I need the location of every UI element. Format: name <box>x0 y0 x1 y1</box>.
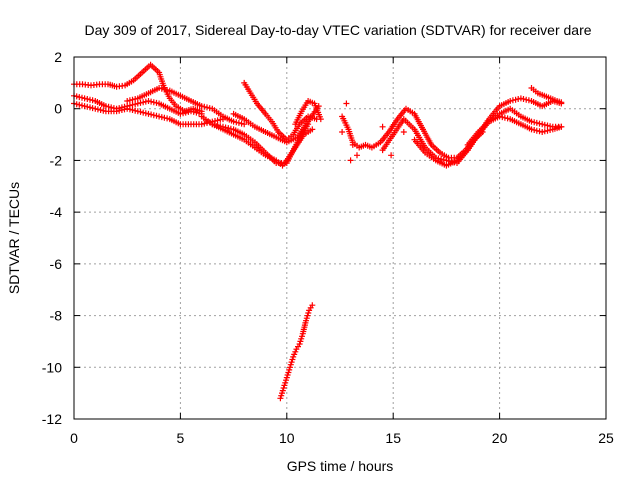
data-point <box>84 96 91 102</box>
data-point <box>124 105 131 112</box>
data-point <box>124 98 131 104</box>
y-tick-label: -6 <box>50 256 63 272</box>
data-point <box>97 107 104 113</box>
data-point <box>536 128 543 135</box>
data-point <box>241 121 248 128</box>
y-tick-label: -12 <box>42 411 62 427</box>
data-point <box>116 107 123 114</box>
x-axis-label: GPS time / hours <box>287 458 394 474</box>
x-tick-label: 25 <box>598 430 614 446</box>
data-point <box>339 129 346 135</box>
x-tick-label: 20 <box>492 430 508 446</box>
data-point <box>89 97 96 104</box>
data-point <box>177 110 184 117</box>
data-point <box>201 120 208 127</box>
y-tick-label: -10 <box>42 359 62 375</box>
data-point <box>400 129 407 135</box>
data-point <box>547 123 554 130</box>
x-tick-label: 10 <box>279 430 295 446</box>
x-tick-label: 5 <box>177 430 185 446</box>
x-tick-label: 15 <box>385 430 401 446</box>
chart-title: Day 309 of 2017, Sidereal Day-to-day VTE… <box>84 22 591 38</box>
data-point <box>379 123 386 130</box>
y-tick-label: 2 <box>54 49 62 65</box>
data-point <box>164 115 171 122</box>
data-point <box>235 119 242 126</box>
data-point <box>156 85 163 91</box>
y-tick-label: -8 <box>50 308 63 324</box>
data-point <box>214 117 221 124</box>
data-point <box>528 118 535 125</box>
data-point <box>150 112 157 119</box>
data-point <box>148 98 155 105</box>
data-point <box>137 108 144 115</box>
data-point <box>76 101 83 108</box>
data-point <box>523 96 530 103</box>
data-point <box>129 107 136 113</box>
data-point <box>343 100 350 107</box>
data-point <box>558 99 565 106</box>
data-point <box>533 119 540 126</box>
data-point <box>204 104 210 111</box>
data-point <box>73 93 80 100</box>
data-point <box>443 157 450 164</box>
data-point <box>73 101 80 108</box>
data-point <box>509 97 516 104</box>
data-point <box>190 108 197 115</box>
grid-layer <box>74 57 606 419</box>
data-point <box>512 96 519 103</box>
y-axis-label: SDTVAR / TECUs <box>6 182 22 294</box>
data-point <box>507 98 514 104</box>
data-point <box>161 86 168 93</box>
data-point <box>230 118 237 125</box>
y-tick-label: -2 <box>50 152 63 168</box>
data-point <box>558 123 565 130</box>
data-point <box>347 157 354 164</box>
data-point <box>309 126 316 133</box>
x-tick-label: 0 <box>70 430 78 446</box>
data-point <box>182 109 189 116</box>
y-tick-label: 0 <box>54 101 62 117</box>
data-point <box>388 152 395 159</box>
data-point <box>196 110 202 117</box>
data-point <box>81 103 88 110</box>
data-marks <box>71 61 565 402</box>
y-tick-label: -4 <box>50 204 63 220</box>
data-point <box>142 110 149 117</box>
data-point <box>129 101 136 108</box>
data-point <box>309 302 316 309</box>
data-point <box>148 111 155 118</box>
data-point <box>129 96 136 103</box>
data-point <box>121 106 128 113</box>
data-point <box>349 141 356 148</box>
plot-frame <box>73 56 607 420</box>
data-point <box>354 152 360 159</box>
data-point <box>520 96 527 102</box>
data-point <box>317 116 324 123</box>
data-point <box>102 103 109 110</box>
